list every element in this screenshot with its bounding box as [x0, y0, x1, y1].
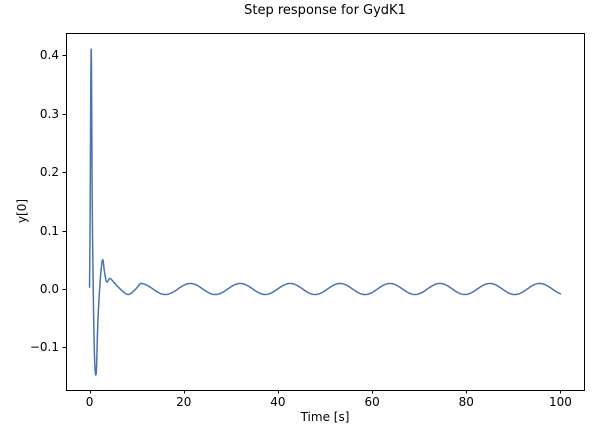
- x-tick-label: 60: [364, 395, 380, 409]
- y-tick-label: 0.1: [39, 223, 59, 238]
- chart-title: Step response for GydK1: [244, 3, 406, 18]
- y-tick-label: 0.3: [39, 106, 59, 121]
- x-tick-label: 40: [270, 395, 286, 409]
- x-tick-label: 20: [176, 395, 192, 409]
- x-tick-label: 80: [458, 395, 474, 409]
- x-tick-label: 0: [85, 395, 94, 409]
- y-tick-label: −0.1: [29, 340, 59, 355]
- y-tick-label: 0.4: [39, 48, 59, 63]
- y-tick-label: 0.0: [39, 281, 59, 296]
- x-axis-label: Time [s]: [300, 410, 350, 424]
- x-tick-label: 100: [549, 395, 572, 409]
- y-tick-label: 0.2: [39, 165, 59, 180]
